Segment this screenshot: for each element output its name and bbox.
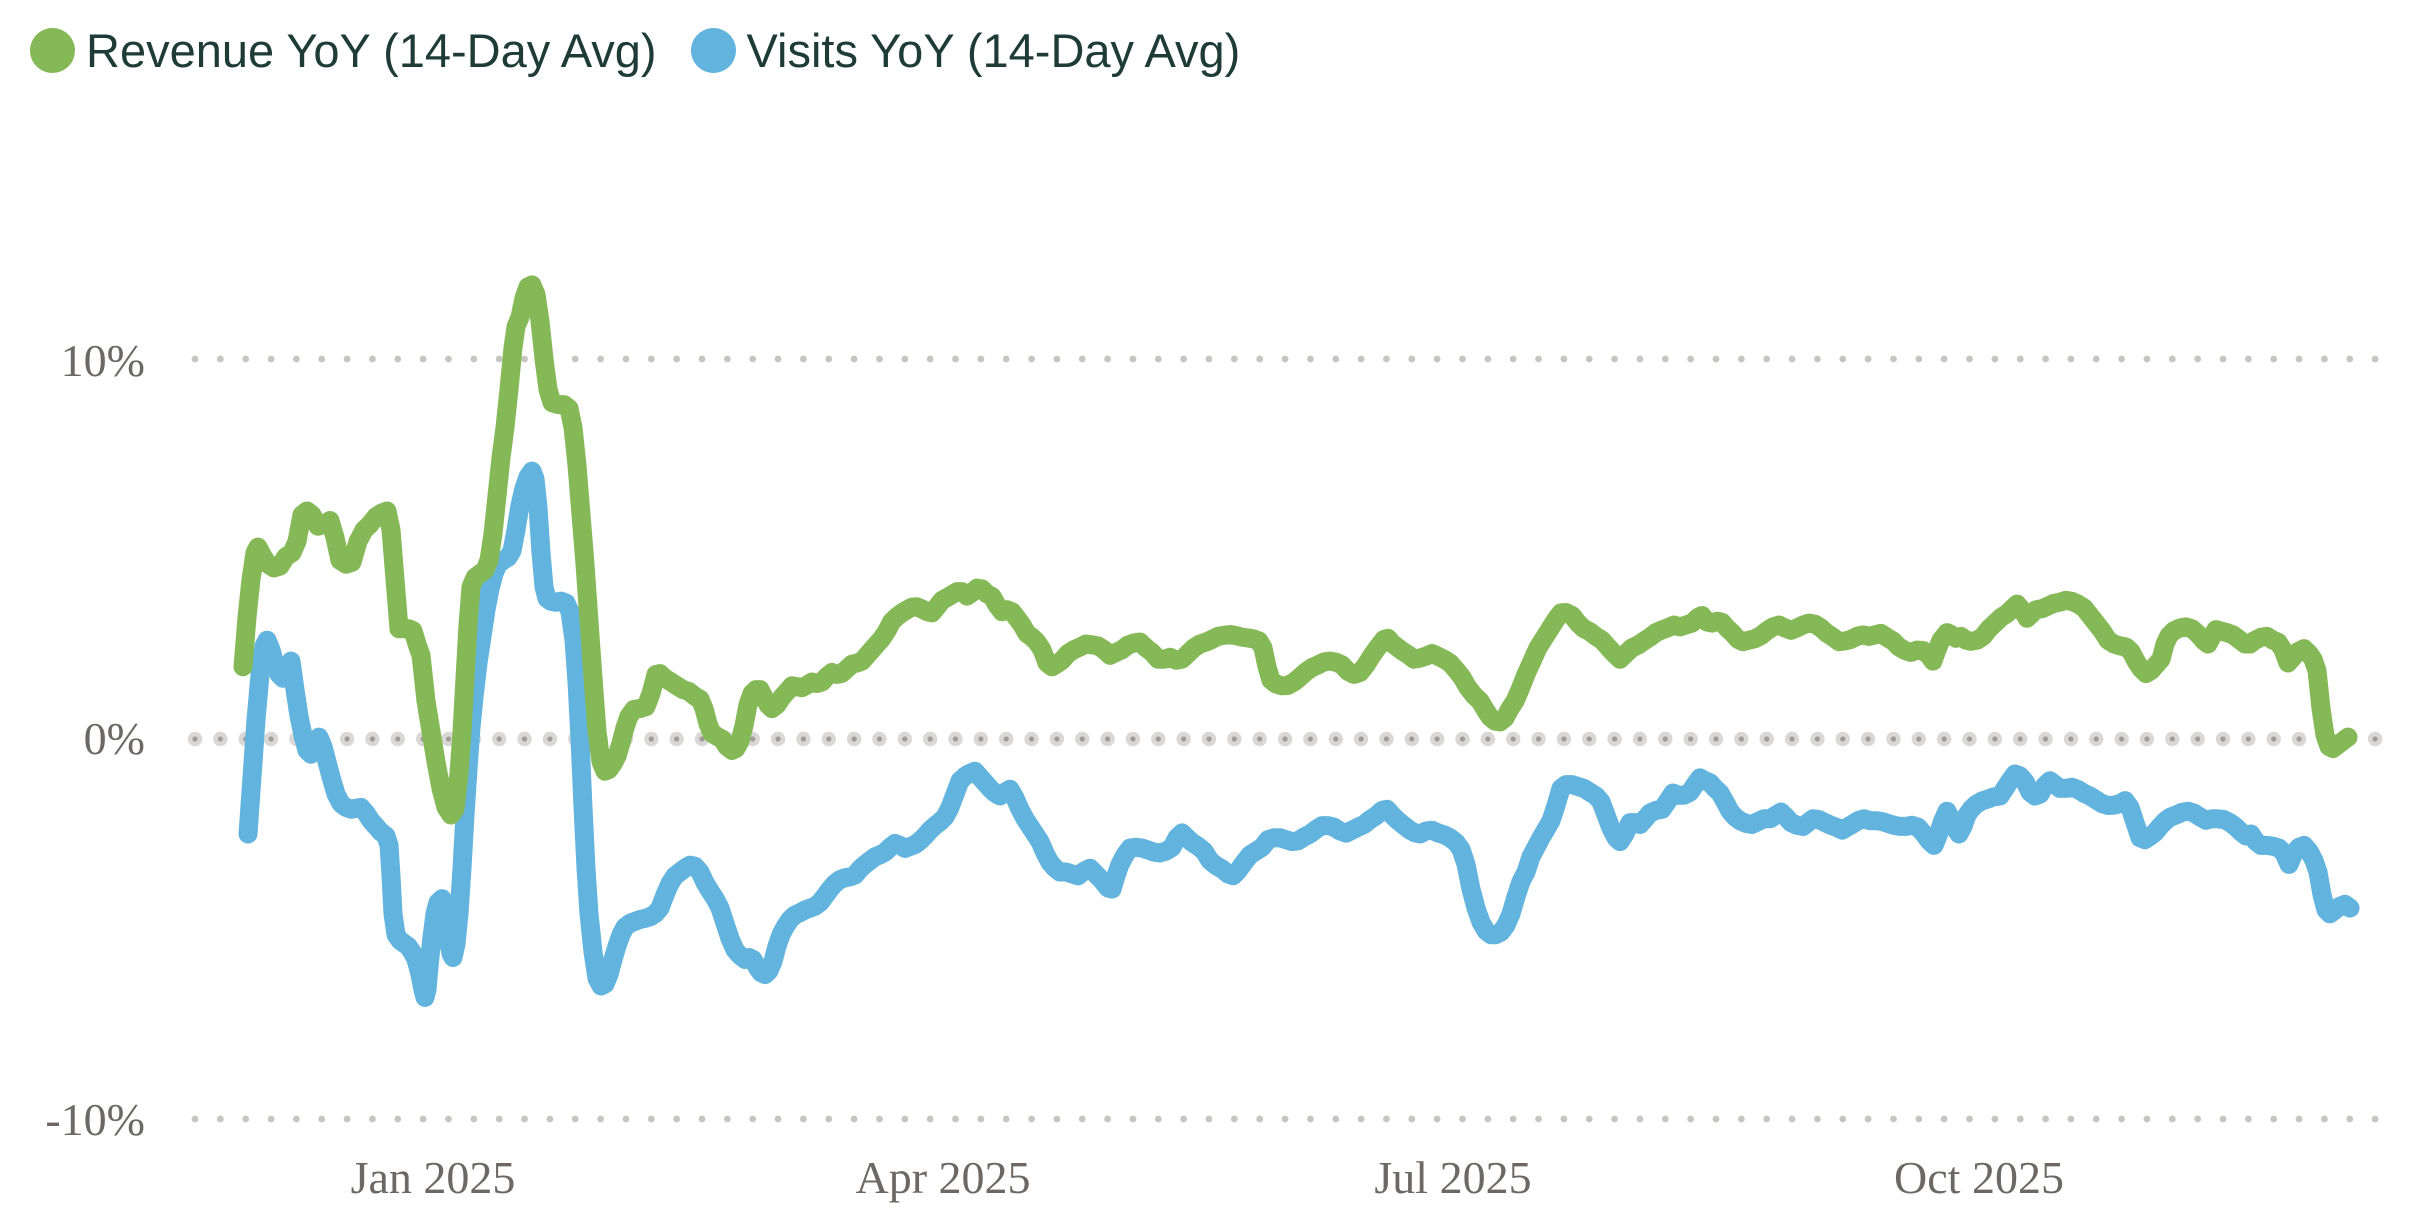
y-axis-label-neg10pct: -10% bbox=[45, 1094, 145, 1145]
visits-series-dot-icon bbox=[690, 27, 736, 73]
gridline--10pct bbox=[191, 1115, 2379, 1123]
legend-item-visits[interactable]: Visits YoY (14-Day Avg) bbox=[690, 23, 1241, 78]
revenue-series-dot-icon bbox=[30, 27, 75, 73]
x-axis-label-jul2025: Jul 2025 bbox=[1374, 1152, 1532, 1203]
x-axis-label-oct2025: Oct 2025 bbox=[1894, 1152, 2064, 1203]
gridline-0pct bbox=[187, 731, 2383, 747]
revenue-line bbox=[233, 275, 2358, 825]
y-axis-label-10pct: 10% bbox=[60, 335, 145, 386]
legend: Revenue YoY (14-Day Avg) Visits YoY (14-… bbox=[30, 0, 1274, 100]
gridline-10pct bbox=[191, 355, 2379, 363]
legend-label-visits: Visits YoY (14-Day Avg) bbox=[746, 23, 1241, 77]
x-axis-label-apr2025: Apr 2025 bbox=[855, 1152, 1031, 1203]
legend-item-revenue[interactable]: Revenue YoY (14-Day Avg) bbox=[30, 23, 657, 78]
y-axis-label-0pct: 0% bbox=[83, 713, 145, 764]
x-axis-label-jan2025: Jan 2025 bbox=[350, 1152, 516, 1203]
visits-line bbox=[238, 461, 2360, 1007]
legend-label-revenue: Revenue YoY (14-Day Avg) bbox=[86, 23, 657, 77]
